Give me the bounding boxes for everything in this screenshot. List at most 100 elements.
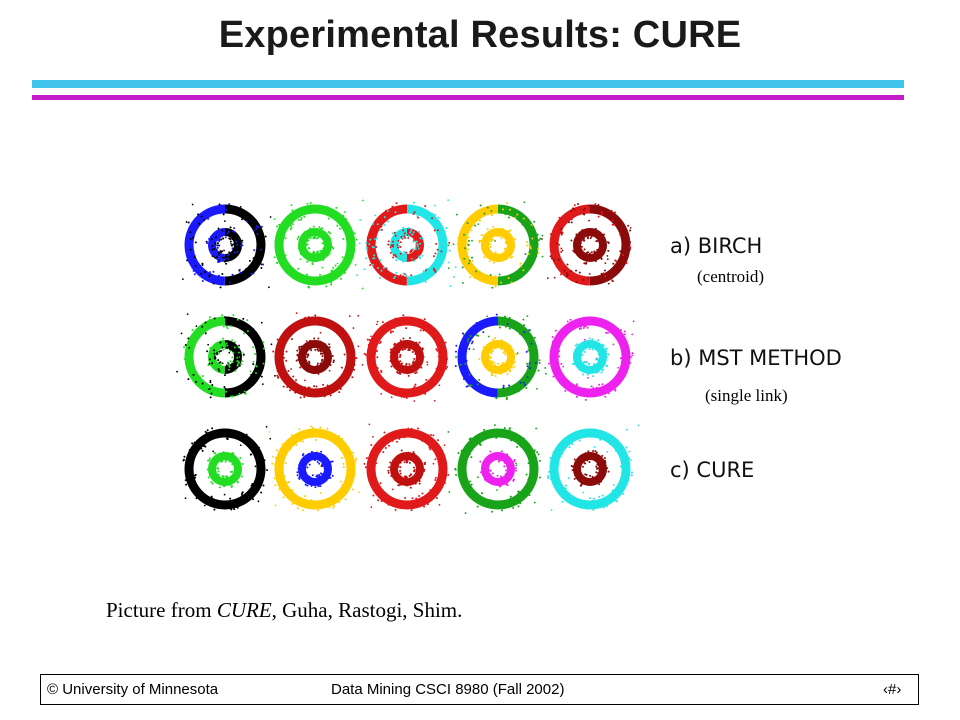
ring-speckle [510,439,513,442]
ring-speckle [596,236,599,239]
ring-speckle [209,468,212,471]
ring-speckle [470,456,473,459]
ring-speckle [509,345,512,348]
ring-speckle [504,353,507,356]
ring-speckle [236,318,239,321]
ring-speckle [344,218,347,221]
ring-speckle [398,437,401,440]
ring-speckle [275,449,278,452]
ring-speckle [434,443,437,446]
ring-speckle [316,250,319,253]
ring-speckle [412,201,415,204]
ring-speckle [255,365,258,368]
ring-speckle [584,429,587,432]
ring-speckle [506,240,509,243]
ring-speckle [228,460,231,463]
noise-point [544,367,547,369]
ring-speckle [234,369,237,372]
ring-speckle [400,395,403,398]
ring-speckle [518,490,521,493]
ring-speckle [289,213,292,216]
ring-speckle [320,454,323,457]
ring-speckle [505,482,508,485]
ring-speckle [231,339,234,342]
ring-speckle [459,363,462,366]
noise-point [449,285,452,288]
ring-speckle [224,236,227,239]
ring-speckle [591,338,594,341]
ring-speckle [572,352,575,355]
ring-speckle [408,461,411,464]
ring-speckle [579,484,582,487]
ring-speckle [506,322,509,325]
ring-cluster [357,314,449,402]
ring-speckle [298,348,301,351]
ring-speckle [560,251,563,254]
ring-speckle [438,452,441,455]
ring-speckle [585,252,588,255]
ring-speckle [230,485,233,488]
ring-speckle [218,350,221,353]
ring-speckle [276,262,279,265]
ring-speckle [401,481,404,484]
ring-speckle [235,211,238,214]
inner-ring-segment [208,452,242,486]
ring-speckle [274,456,277,459]
noise-point [631,333,634,336]
noise-point [357,345,360,348]
ring-speckle [528,244,531,247]
ring-speckle [289,224,292,227]
ring-speckle [478,272,481,275]
ring-speckle [284,237,287,240]
ring-speckle [385,213,388,216]
ring-speckle [506,365,509,368]
ring-speckle [218,478,221,481]
ring-speckle [313,385,316,388]
ring-speckle [302,509,305,512]
ring-speckle [403,396,406,399]
ring-speckle [586,208,589,211]
ring-speckle [501,257,504,260]
ring-speckle [211,255,214,258]
ring-speckle [490,214,493,217]
noise-point [461,282,464,284]
ring-speckle [437,355,440,358]
noise-point [319,491,322,494]
ring-speckle [401,348,404,351]
ring-speckle [585,229,588,232]
ring-speckle [231,273,234,276]
ring-speckle [490,361,493,364]
ring-speckle [445,227,448,230]
row-note-birch: (centroid) [697,267,765,286]
ring-speckle [506,352,509,355]
ring-speckle [536,233,539,236]
ring-speckle [304,390,307,393]
ring-speckle [523,324,526,327]
ring-speckle [375,366,378,369]
ring-speckle [350,345,353,348]
ring-speckle [572,211,575,214]
ring-speckle [418,349,421,352]
ring-speckle [370,444,373,447]
noise-point [544,372,547,375]
ring-speckle [592,450,595,453]
ring-speckle [428,444,431,447]
ring-speckle [405,484,408,487]
ring-speckle [182,458,185,461]
noise-point [472,348,475,351]
ring-speckle [507,230,510,233]
ring-speckle [580,250,583,253]
ring-speckle [468,347,471,350]
ring-speckle [603,456,606,459]
ring-speckle [487,462,490,465]
ring-speckle [316,348,319,351]
ring-speckle [500,450,503,453]
noise-point [464,512,467,514]
ring-speckle [471,259,474,262]
ring-speckle [211,248,214,251]
ring-speckle [209,347,212,350]
ring-speckle [253,249,256,252]
ring-speckle [284,254,287,257]
ring-speckle [256,232,259,235]
ring-speckle [231,395,234,398]
